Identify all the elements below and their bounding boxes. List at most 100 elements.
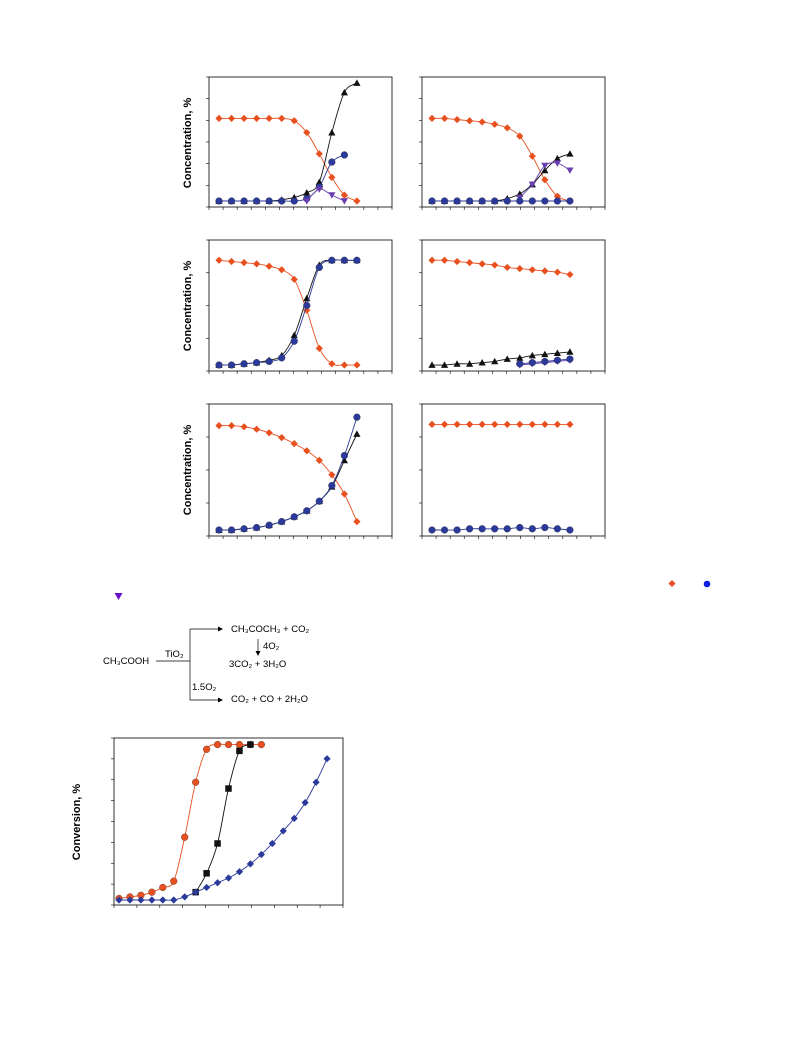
ylabel-middle-left: Concentration, % (182, 261, 194, 352)
data-point-red (227, 114, 236, 122)
data-point-blue (528, 197, 536, 205)
data-point-red (428, 256, 436, 264)
series-line-black (218, 259, 357, 366)
data-point-blue (290, 814, 298, 822)
scheme-catalyst: TiO₂ (165, 649, 184, 660)
data-point-blue (566, 197, 574, 205)
data-point-blue (478, 197, 486, 205)
data-point-red (278, 266, 286, 274)
data-point-red (541, 176, 549, 184)
series-line-black (218, 433, 358, 531)
data-point-blue (148, 896, 156, 904)
data-point-red (240, 259, 248, 267)
series-line-red (218, 425, 358, 522)
panel-middle-left (206, 239, 393, 374)
data-point-blue (528, 525, 536, 533)
data-point-blue (227, 197, 236, 205)
data-point-blue (553, 525, 561, 533)
data-point-blue (265, 521, 273, 529)
data-point-blue (253, 197, 261, 205)
ylabel-top-left: Concentration, % (182, 98, 194, 189)
data-point-blue (181, 893, 189, 901)
data-point-black (453, 360, 461, 367)
series-line-red (431, 117, 571, 202)
plot-frame (421, 76, 606, 208)
data-point-red (516, 420, 524, 428)
data-point-blue (159, 896, 167, 904)
data-point-blue (440, 526, 449, 534)
data-point-red (466, 117, 474, 125)
series-line-purple (306, 188, 345, 202)
data-point-blue (126, 896, 134, 904)
data-point-red (224, 741, 233, 749)
data-point-black (528, 351, 536, 359)
data-point-black (353, 79, 361, 86)
data-point-black (225, 785, 232, 792)
plot-frame (208, 239, 393, 372)
data-point-blue (227, 361, 236, 369)
data-point-red (478, 118, 486, 126)
data-point-black (566, 150, 574, 157)
data-point-blue (516, 360, 524, 368)
data-point-black (516, 354, 524, 361)
data-point-red (170, 877, 178, 885)
data-point-red (253, 114, 261, 122)
data-point-blue (301, 799, 309, 807)
data-point-blue (491, 197, 499, 205)
data-point-red (328, 173, 336, 181)
data-point-blue (246, 860, 254, 868)
panel-top-right (419, 76, 606, 210)
data-point-black (236, 747, 243, 755)
data-point-blue (541, 524, 549, 532)
data-point-red (491, 261, 499, 269)
data-point-blue (328, 256, 336, 264)
data-point-red (353, 518, 361, 526)
scheme-oxygen2: 1.5O₂ (192, 682, 217, 693)
plot-frame (421, 239, 606, 372)
data-point-red (303, 128, 311, 137)
data-point-blue (215, 361, 223, 369)
data-point-blue (553, 356, 561, 364)
data-point-red (265, 429, 273, 437)
data-point-blue (440, 197, 449, 205)
data-point-black (491, 357, 499, 365)
data-point-red (340, 361, 348, 369)
data-point-red (340, 490, 348, 498)
scheme-product1: CH₃COCH₃ + CO₂ (231, 624, 310, 635)
series-line-black (219, 82, 358, 202)
data-point-blue (137, 896, 145, 904)
data-point-red (553, 268, 561, 276)
data-point-blue (303, 507, 311, 515)
legend-red-diamond-marker (668, 580, 676, 587)
data-point-red (478, 420, 486, 428)
data-point-blue (215, 526, 223, 534)
data-point-red (528, 152, 536, 160)
scheme-arrowhead-down (255, 651, 261, 656)
data-point-blue (257, 850, 265, 859)
data-point-black (328, 128, 336, 136)
data-point-red (503, 420, 511, 428)
data-point-blue (213, 879, 222, 887)
data-point-red (353, 197, 361, 205)
data-point-blue (428, 526, 436, 534)
data-point-red (203, 745, 211, 753)
data-point-red (315, 344, 323, 352)
data-point-blue (466, 525, 474, 533)
data-point-blue (466, 197, 474, 205)
series-line-red (218, 117, 358, 202)
panel-conversion (111, 737, 344, 908)
plot-frame (208, 76, 393, 208)
data-point-red (253, 260, 261, 268)
data-point-blue (253, 359, 261, 367)
scheme-oxygen1: 4O₂ (263, 641, 280, 652)
data-point-red (466, 259, 474, 267)
data-point-black (466, 360, 474, 367)
data-point-red (440, 420, 449, 428)
data-point-red (528, 420, 536, 428)
data-point-blue (516, 524, 524, 532)
data-point-blue (235, 868, 244, 876)
data-point-red (148, 888, 156, 896)
data-point-red (516, 265, 524, 273)
